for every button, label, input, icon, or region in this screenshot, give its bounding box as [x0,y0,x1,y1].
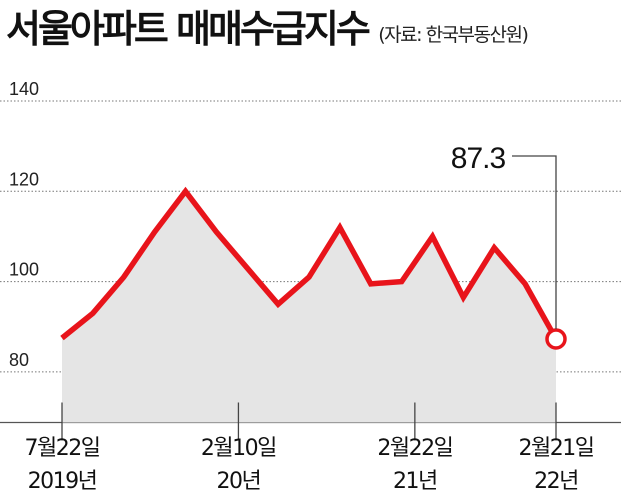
chart-source: (자료: 한국부동산원) [378,24,529,46]
x-tick-year-2: 21년 [393,469,437,494]
data-markers [545,328,567,350]
area-fill [62,191,556,423]
last-value-label: 87.3 [451,142,506,175]
x-tick-label-1: 2월10일 [201,436,276,461]
x-axis-ticks [61,402,557,441]
chart-title: 서울아파트 매매수급지수 [6,7,371,51]
last-point-marker [545,328,567,350]
title-row: 서울아파트 매매수급지수 (자료: 한국부동산원) [6,3,615,55]
x-tick-year-3: 22년 [534,469,578,494]
y-tick-label-80: 80 [9,350,29,370]
series-line [60,186,559,341]
axis-labels: 140 120 100 80 7월22일 2019년 2월10일 20년 2월22일 21년 2월2… [9,79,595,494]
callout-leader-line [512,155,557,329]
y-tick-label-100: 100 [9,260,39,280]
x-tick-year-1: 20년 [217,469,261,494]
y-tick-label-120: 120 [9,169,39,189]
x-tick-label-3: 2월21일 [519,436,594,461]
x-tick-label-0: 7월22일 [25,436,100,461]
x-tick-year-0: 2019년 [28,469,97,494]
y-tick-label-140: 140 [9,79,39,99]
x-tick-label-2: 2월22일 [377,436,452,461]
